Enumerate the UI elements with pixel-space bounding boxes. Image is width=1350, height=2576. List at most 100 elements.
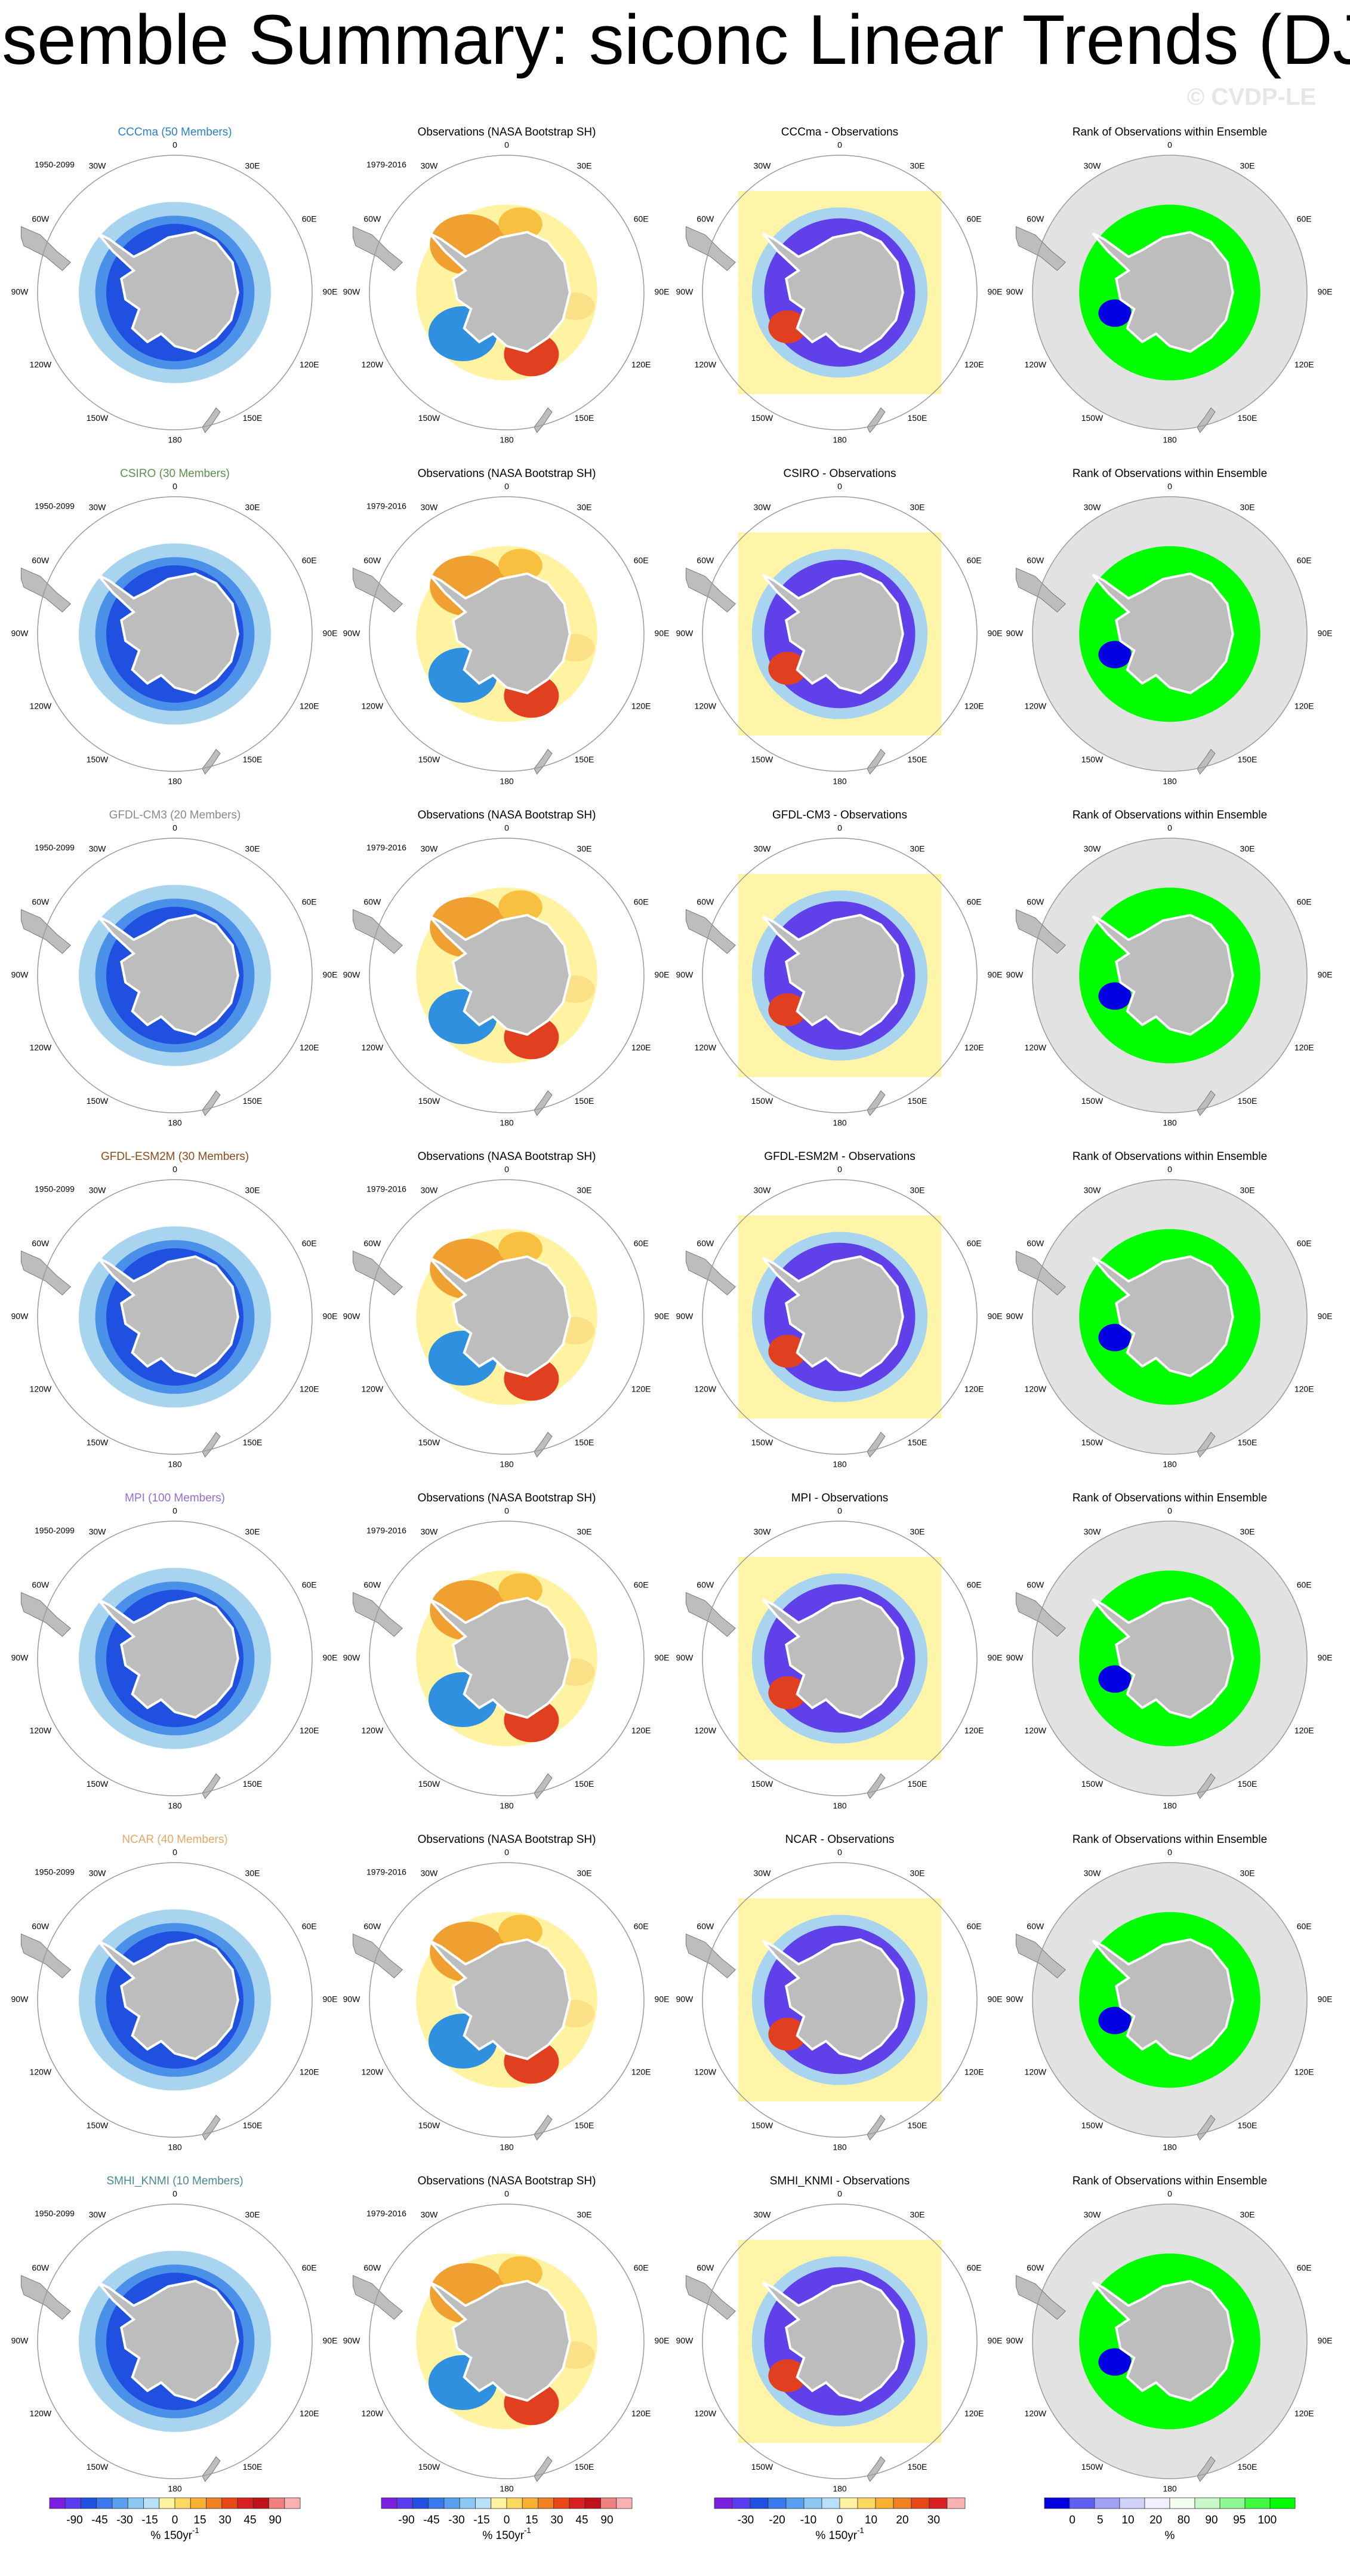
antarctica: [1092, 1938, 1234, 2061]
longitude-label: 30E: [910, 502, 925, 512]
polar-map: 0 30E 60E 90E 120E 150E 180 150W 120W 90W 60W 30W: [11, 1848, 338, 2152]
longitude-label: 150E: [575, 413, 594, 423]
longitude-label: 150E: [243, 755, 263, 764]
colorbar-box: [1119, 2497, 1145, 2509]
longitude-label: 30E: [577, 1526, 592, 1536]
longitude-label: 30W: [754, 2209, 772, 2219]
polar-map: 0 30E 60E 90E 120E 150E 180 150W 120W 90W 60W 30W: [11, 140, 338, 445]
colorbar-box: [127, 2497, 144, 2509]
longitude-label: 90E: [655, 1312, 670, 1321]
map-border: [1032, 1521, 1308, 1796]
colorbar-label: -45: [91, 2514, 107, 2526]
longitude-label: 60E: [1297, 2263, 1312, 2273]
colorbar-box: [600, 2497, 617, 2509]
longitude-label: 150E: [908, 1779, 927, 1789]
longitude-label: 0: [172, 140, 177, 150]
polar-map: 0 30E 60E 90E 120E 150E 180 150W 120W 90W 60W 30W: [1006, 1165, 1333, 1469]
longitude-label: 120W: [695, 2409, 717, 2418]
colorbar-box: [893, 2497, 912, 2509]
longitude-label: 150E: [1238, 1779, 1257, 1789]
south-america: [20, 1592, 71, 1637]
period-label: 1950-2099: [35, 843, 75, 852]
longitude-label: 180: [833, 1460, 847, 1469]
longitude-label: 60W: [32, 2263, 50, 2273]
longitude-label: 90W: [1006, 1653, 1024, 1663]
longitude-label: 90E: [988, 2336, 1003, 2346]
longitude-label: 90W: [11, 1653, 29, 1663]
colorbar-label: -15: [141, 2514, 158, 2526]
colorbar-label: 20: [1149, 2514, 1162, 2526]
longitude-label: 30W: [1084, 1526, 1102, 1536]
antarctica: [762, 572, 904, 695]
colorbar-box: [381, 2497, 397, 2509]
longitude-label: 60E: [967, 1922, 982, 1931]
ice-trend-area: [1098, 299, 1132, 327]
colorbar-box: [459, 2497, 476, 2509]
polar-map: 0 30E 60E 90E 120E 150E 180 150W 120W 90W 60W 30W: [11, 2189, 338, 2494]
longitude-label: 150W: [418, 413, 440, 423]
longitude-label: 150E: [908, 755, 927, 764]
longitude-label: 150E: [1238, 2120, 1257, 2130]
period-label: 1979-2016: [366, 1184, 406, 1194]
colorbar-box: [491, 2497, 507, 2509]
longitude-label: 30W: [89, 1868, 107, 1878]
longitude-label: 30W: [1084, 161, 1102, 170]
longitude-label: 30E: [245, 502, 260, 512]
colorbar-box: [1194, 2497, 1220, 2509]
longitude-label: 150W: [1081, 2462, 1104, 2472]
longitude-label: 150E: [1238, 1438, 1257, 1447]
south-america: [20, 1250, 71, 1295]
colorbar-box: [929, 2497, 948, 2509]
colorbar-box: [49, 2497, 66, 2509]
longitude-label: 0: [837, 482, 842, 491]
map-border: [1032, 1179, 1308, 1455]
map-border: [37, 496, 313, 772]
longitude-label: 120W: [1025, 701, 1047, 711]
ice-trend-area: [768, 1676, 807, 1710]
longitude-label: 120E: [300, 360, 319, 370]
polar-map: 0 30E 60E 90E 120E 150E 180 150W 120W 90W 60W 30W: [1006, 140, 1333, 445]
longitude-label: 0: [837, 1848, 842, 1857]
colorbar-unit: % 150yr-1: [815, 2526, 864, 2542]
polar-map: 0 30E 60E 90E 120E 150E 180 150W 120W 90W 60W 30W: [676, 2189, 1003, 2494]
figure-title: Ensemble Summary: siconc Linear Trends (…: [0, 1, 1350, 79]
polar-map: 0 30E 60E 90E 120E 150E 180 150W 120W 90W 60W 30W: [676, 1848, 1003, 2152]
colorbar-box: [821, 2497, 840, 2509]
antarctica: [97, 230, 239, 353]
south-america: [20, 226, 71, 271]
longitude-label: 150E: [908, 413, 927, 423]
antarctica: [762, 2279, 904, 2402]
longitude-label: 60E: [1297, 1580, 1312, 1590]
longitude-label: 30W: [754, 161, 772, 170]
longitude-label: 150E: [575, 2462, 594, 2472]
colorbar-label: 100: [1257, 2514, 1277, 2526]
longitude-label: 180: [1163, 2143, 1177, 2152]
longitude-label: 180: [168, 777, 182, 786]
longitude-label: 150E: [1238, 413, 1257, 423]
map-border: [37, 155, 313, 430]
longitude-label: 0: [1167, 140, 1172, 150]
antarctica: [429, 572, 571, 695]
antarctica: [429, 1938, 571, 2061]
antarctica: [97, 1938, 239, 2061]
panel-title: Observations (NASA Bootstrap SH): [418, 1150, 596, 1163]
panel-title: GFDL-CM3 - Observations: [772, 809, 907, 821]
longitude-label: 120W: [695, 1043, 717, 1052]
polar-map: 0 30E 60E 90E 120E 150E 180 150W 120W 90W 60W 30W: [343, 482, 670, 786]
polar-map: 0 30E 60E 90E 120E 150E 180 150W 120W 90W 60W 30W: [11, 482, 338, 786]
longitude-label: 90E: [655, 2336, 670, 2346]
colorbar-box: [412, 2497, 429, 2509]
longitude-label: 150W: [1081, 2120, 1104, 2130]
longitude-label: 150W: [1081, 413, 1104, 423]
longitude-label: 0: [172, 1848, 177, 1857]
longitude-label: 30W: [89, 502, 107, 512]
longitude-label: 30E: [1240, 1526, 1255, 1536]
ice-trend-area: [498, 890, 543, 924]
longitude-label: 0: [837, 823, 842, 833]
longitude-label: 0: [837, 1165, 842, 1174]
longitude-label: 90W: [343, 1312, 361, 1321]
antarctica: [429, 230, 571, 353]
longitude-label: 30E: [1240, 161, 1255, 170]
longitude-label: 120E: [1294, 1043, 1314, 1052]
colorbar-box: [506, 2497, 523, 2509]
